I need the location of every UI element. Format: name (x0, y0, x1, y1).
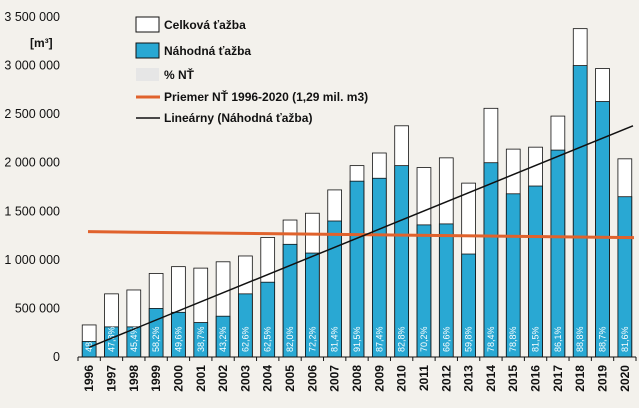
x-tick-label: 2013 (462, 365, 476, 392)
percent-label: 59,8% (464, 326, 474, 352)
percent-label: 86,1% (553, 326, 563, 352)
percent-label: 66,6% (441, 326, 451, 352)
percent-label: 58,2% (151, 326, 161, 352)
legend-label-trend: Lineárny (Náhodná ťažba) (164, 111, 312, 125)
legend-label-percent: % NŤ (164, 67, 195, 82)
y-tick-label: 2 000 000 (4, 156, 60, 170)
x-tick-label: 1996 (82, 365, 96, 392)
percent-label: 88,8% (575, 326, 585, 352)
x-tick-label: 2015 (506, 365, 520, 392)
legend-label-average: Priemer NŤ 1996-2020 (1,29 mil. m3) (164, 89, 368, 104)
x-tick-label: 2004 (261, 365, 275, 392)
x-axis: 1996 1997 1998 1999 2000 2001 2002 2003 2004 2005… (77, 356, 637, 392)
x-tick-label: 2014 (484, 365, 498, 392)
y-tick-label: 500 000 (15, 301, 60, 315)
y-axis: 0 500 000 1 000 000 1 500 000 2 000 000 2 500… (4, 10, 60, 364)
percent-label: 48,4% (84, 326, 94, 352)
y-tick-label: 3 500 000 (4, 10, 60, 24)
bar-random (550, 149, 566, 358)
y-tick-label: 2 500 000 (4, 107, 60, 121)
x-tick-label: 2012 (439, 365, 453, 392)
y-unit-label: [m³] (30, 36, 53, 50)
x-tick-label: 2002 (216, 365, 230, 392)
percent-label: 81,5% (531, 326, 541, 352)
legend-label-total: Celková ťažba (164, 18, 246, 32)
percent-label: 45,4% (129, 326, 139, 352)
percent-label: 88,7% (598, 326, 608, 352)
legend-swatch-total (135, 16, 160, 33)
average-line (87, 230, 635, 240)
x-tick-label: 1997 (104, 365, 118, 392)
percent-label: 87,4% (374, 326, 384, 352)
percent-label: 91,5% (352, 326, 362, 352)
x-tick-label: 2020 (618, 365, 632, 392)
percent-label: 38,7% (196, 326, 206, 352)
x-tick-label: 2017 (551, 365, 565, 392)
percent-label: 81,6% (620, 326, 630, 352)
x-tick-label: 2018 (573, 365, 587, 392)
y-tick-label: 3 000 000 (4, 59, 60, 73)
percent-label: 82,8% (397, 326, 407, 352)
x-tick-label: 2010 (395, 365, 409, 392)
x-tick-label: 2003 (238, 365, 252, 392)
trend-line (88, 125, 634, 348)
x-tick-label: 2001 (194, 365, 208, 392)
bar-random (572, 65, 588, 358)
percent-label: 81,4% (330, 326, 340, 352)
x-tick-label: 1998 (127, 365, 141, 392)
percent-label: 62,5% (263, 326, 273, 352)
y-tick-label: 1 500 000 (4, 204, 60, 218)
legend: Celková ťažba Náhodná ťažba % NŤ Priemer… (135, 16, 368, 125)
percent-label: 78,4% (486, 326, 496, 352)
x-tick-label: 2008 (350, 365, 364, 392)
y-tick-label: 0 (53, 350, 60, 364)
y-tick-label: 1 000 000 (4, 253, 60, 267)
x-tick-label: 2006 (305, 365, 319, 392)
lines-group (87, 125, 635, 348)
percent-label: 49,6% (173, 326, 183, 352)
x-tick-label: 1999 (149, 365, 163, 392)
x-tick-label: 2005 (283, 365, 297, 392)
percent-label: 78,8% (508, 326, 518, 352)
x-tick-label: 2007 (328, 365, 342, 392)
percent-label: 43,2% (218, 326, 228, 352)
x-tick-label: 2009 (372, 365, 386, 392)
legend-swatch-percent (136, 68, 159, 81)
x-tick-label: 2000 (171, 365, 185, 392)
percent-label: 72,2% (307, 326, 317, 352)
x-tick-label: 2019 (596, 365, 610, 392)
x-tick-label: 2016 (529, 365, 543, 392)
legend-swatch-random (135, 42, 160, 59)
percent-label: 70,2% (419, 326, 429, 352)
percent-label: 47,8% (106, 326, 116, 352)
percent-label: 62,6% (240, 326, 250, 352)
x-tick-label: 2011 (417, 365, 431, 391)
percent-label: 82,0% (285, 326, 295, 352)
legend-label-random: Náhodná ťažba (164, 44, 251, 58)
